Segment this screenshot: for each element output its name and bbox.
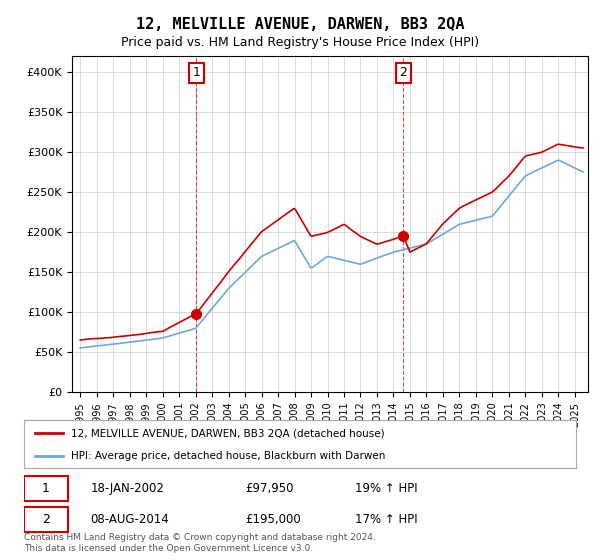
Text: 12, MELVILLE AVENUE, DARWEN, BB3 2QA (detached house): 12, MELVILLE AVENUE, DARWEN, BB3 2QA (de… (71, 428, 385, 438)
Text: £195,000: £195,000 (245, 512, 301, 526)
Text: 1: 1 (193, 66, 200, 80)
FancyBboxPatch shape (24, 507, 68, 531)
Text: 12, MELVILLE AVENUE, DARWEN, BB3 2QA: 12, MELVILLE AVENUE, DARWEN, BB3 2QA (136, 17, 464, 32)
Text: 1: 1 (42, 482, 50, 496)
Text: 19% ↑ HPI: 19% ↑ HPI (355, 482, 418, 496)
Text: Contains HM Land Registry data © Crown copyright and database right 2024.
This d: Contains HM Land Registry data © Crown c… (24, 533, 376, 553)
Text: Price paid vs. HM Land Registry's House Price Index (HPI): Price paid vs. HM Land Registry's House … (121, 36, 479, 49)
Text: 2: 2 (400, 66, 407, 80)
FancyBboxPatch shape (24, 477, 68, 501)
Text: 18-JAN-2002: 18-JAN-2002 (90, 482, 164, 496)
Text: 2: 2 (42, 512, 50, 526)
Text: HPI: Average price, detached house, Blackburn with Darwen: HPI: Average price, detached house, Blac… (71, 451, 385, 461)
Text: £97,950: £97,950 (245, 482, 293, 496)
Text: 17% ↑ HPI: 17% ↑ HPI (355, 512, 418, 526)
Text: 08-AUG-2014: 08-AUG-2014 (90, 512, 169, 526)
